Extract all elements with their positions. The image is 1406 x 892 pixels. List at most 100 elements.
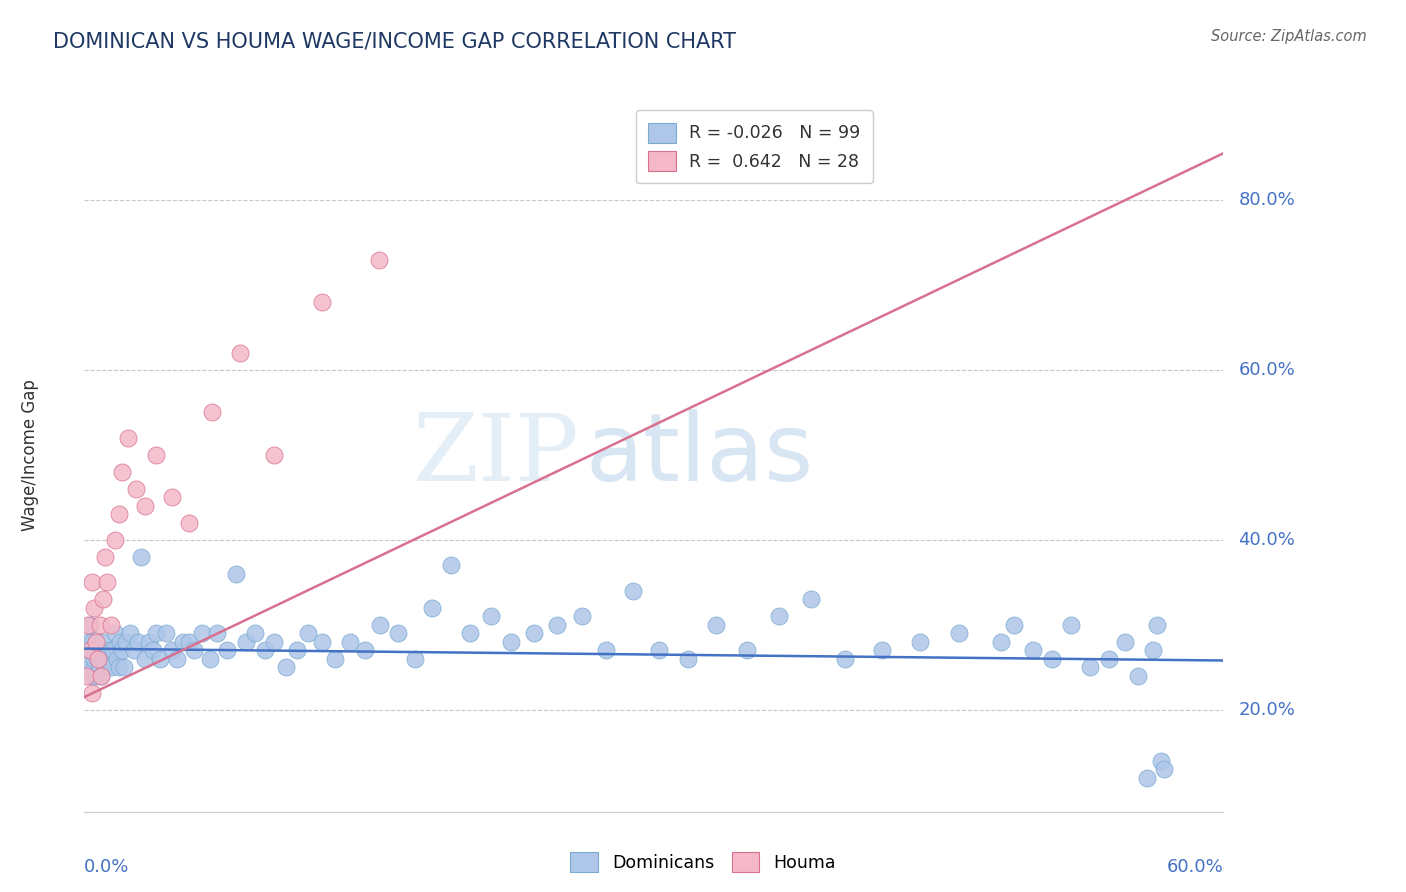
Point <box>112 660 135 674</box>
Point <box>420 600 443 615</box>
Point <box>100 617 122 632</box>
Text: 60.0%: 60.0% <box>1167 858 1223 877</box>
Text: 60.0%: 60.0% <box>1239 361 1295 379</box>
Point <box>404 652 426 666</box>
Point <box>834 652 856 666</box>
Point <box>1146 617 1168 632</box>
Point <box>311 635 333 649</box>
Point <box>800 592 823 607</box>
Point <box>160 643 183 657</box>
Point <box>215 643 238 657</box>
Point <box>104 626 127 640</box>
Point <box>111 643 134 657</box>
Point <box>138 635 160 649</box>
Point <box>155 626 177 640</box>
Point <box>86 643 108 657</box>
Point <box>84 669 107 683</box>
Point <box>1080 660 1102 674</box>
Text: 40.0%: 40.0% <box>1239 531 1295 549</box>
Point <box>118 626 141 640</box>
Point <box>86 652 108 666</box>
Point <box>501 635 523 649</box>
Point <box>131 549 153 564</box>
Point <box>86 652 108 666</box>
Text: DOMINICAN VS HOUMA WAGE/INCOME GAP CORRELATION CHART: DOMINICAN VS HOUMA WAGE/INCOME GAP CORRE… <box>53 31 737 51</box>
Point <box>124 482 146 496</box>
Point <box>111 465 134 479</box>
Point <box>870 643 893 657</box>
Point <box>297 626 319 640</box>
Point <box>110 635 132 649</box>
Point <box>1142 643 1164 657</box>
Point <box>1042 652 1064 666</box>
Point <box>80 575 103 590</box>
Point <box>191 626 214 640</box>
Point <box>104 533 127 547</box>
Point <box>235 635 257 649</box>
Point <box>198 652 221 666</box>
Point <box>177 516 200 530</box>
Point <box>285 643 308 657</box>
Point <box>134 499 156 513</box>
Point <box>94 660 117 674</box>
Point <box>89 660 111 674</box>
Point <box>990 635 1012 649</box>
Point <box>571 609 593 624</box>
Point <box>183 643 205 657</box>
Point <box>1060 617 1083 632</box>
Point <box>311 295 333 310</box>
Point <box>77 617 100 632</box>
Point <box>107 660 129 674</box>
Point <box>1126 669 1149 683</box>
Text: atlas: atlas <box>585 409 814 501</box>
Point <box>117 431 139 445</box>
Point <box>90 669 112 683</box>
Point <box>225 566 247 581</box>
Point <box>479 609 502 624</box>
Point <box>79 660 101 674</box>
Point <box>768 609 790 624</box>
Point <box>735 643 758 657</box>
Point <box>1114 635 1136 649</box>
Point <box>107 508 129 522</box>
Point <box>83 600 105 615</box>
Point <box>354 643 377 657</box>
Point <box>149 652 172 666</box>
Point <box>83 660 105 674</box>
Point <box>93 635 115 649</box>
Point <box>160 491 183 505</box>
Point <box>370 617 392 632</box>
Point <box>440 558 463 573</box>
Point <box>387 626 409 640</box>
Point <box>621 583 644 598</box>
Point <box>90 669 112 683</box>
Point <box>84 635 107 649</box>
Text: 0.0%: 0.0% <box>84 858 129 877</box>
Point <box>100 660 122 674</box>
Point <box>458 626 481 640</box>
Point <box>245 626 267 640</box>
Point <box>84 635 107 649</box>
Point <box>648 643 671 657</box>
Text: 20.0%: 20.0% <box>1239 701 1295 719</box>
Point <box>93 592 115 607</box>
Point <box>79 617 101 632</box>
Point <box>676 652 699 666</box>
Point <box>83 652 105 666</box>
Point <box>1149 754 1171 768</box>
Point <box>229 346 252 360</box>
Point <box>1098 652 1121 666</box>
Point <box>1022 643 1045 657</box>
Point <box>1136 771 1159 785</box>
Point <box>127 635 149 649</box>
Point <box>89 652 111 666</box>
Point <box>595 643 617 657</box>
Point <box>89 617 111 632</box>
Point <box>367 252 389 267</box>
Point <box>80 669 103 683</box>
Point <box>145 448 167 462</box>
Point <box>339 635 361 649</box>
Point <box>263 635 285 649</box>
Point <box>263 448 285 462</box>
Point <box>79 643 101 657</box>
